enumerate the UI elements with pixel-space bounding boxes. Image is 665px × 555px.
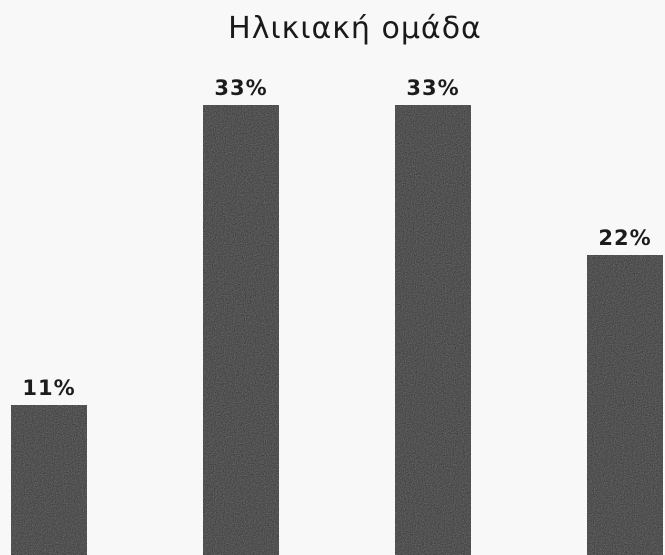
data-label-4: 22% (598, 226, 651, 250)
chart-title: Ηλικιακή ομάδα (228, 11, 482, 46)
data-label-2: 33% (214, 76, 267, 100)
data-label-1: 11% (22, 376, 75, 400)
bar-1 (11, 405, 87, 555)
bars-layer (11, 105, 663, 555)
data-label-3: 33% (406, 76, 459, 100)
bar-4 (587, 255, 663, 555)
data-labels-layer: 11% 33% 33% 22% (22, 76, 651, 400)
bar-3 (395, 105, 471, 555)
bar-2 (203, 105, 279, 555)
